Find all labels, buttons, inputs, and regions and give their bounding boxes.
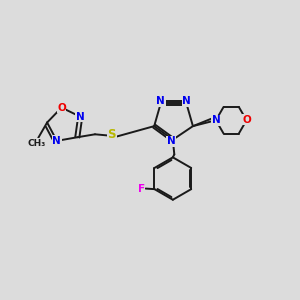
Text: CH₃: CH₃ xyxy=(28,139,46,148)
Text: N: N xyxy=(182,96,191,106)
Text: O: O xyxy=(242,115,251,125)
Text: N: N xyxy=(157,96,165,106)
Text: F: F xyxy=(138,184,145,194)
Text: O: O xyxy=(57,103,66,112)
Text: N: N xyxy=(76,112,85,122)
Text: N: N xyxy=(167,136,176,146)
Text: N: N xyxy=(212,115,220,125)
Text: N: N xyxy=(52,136,61,146)
Text: S: S xyxy=(107,128,116,141)
